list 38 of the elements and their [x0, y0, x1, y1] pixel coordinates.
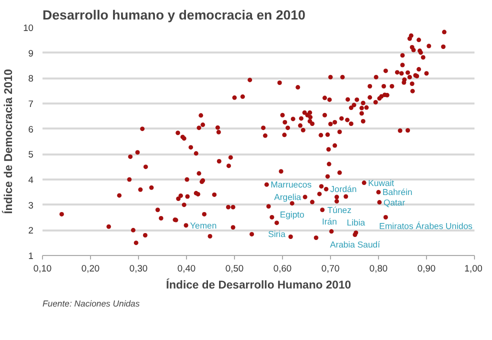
- annotation: Siria: [268, 228, 286, 239]
- x-tick-label: 0,60: [273, 264, 292, 274]
- x-tick-label: 0,40: [177, 264, 196, 274]
- y-tick-label: 8: [28, 74, 34, 84]
- chart-title: Desarrollo humano y democracia en 2010: [42, 8, 306, 22]
- annotation: Argelia: [274, 192, 302, 202]
- y-tick-label: 7: [28, 99, 34, 109]
- y-tick-label: 4: [28, 175, 34, 185]
- x-tick-label: 0,30: [129, 264, 148, 274]
- y-tick-label: 10: [23, 23, 34, 33]
- x-tick-label: 0,10: [33, 264, 52, 274]
- annotation: Arabia Saudí: [330, 240, 381, 250]
- x-tick-label: 0,80: [369, 264, 388, 274]
- annotation: Jordán: [330, 184, 357, 194]
- annotation: Irán: [322, 216, 338, 226]
- x-tick-label: 0,70: [321, 264, 340, 274]
- y-tick-label: 1: [28, 251, 34, 261]
- y-tick-label: 5: [28, 150, 34, 160]
- x-tick-label: 0,50: [225, 264, 244, 274]
- y-tick-label: 3: [28, 200, 34, 210]
- annotation: Egipto: [280, 209, 305, 220]
- x-tick-label: 0,20: [81, 264, 100, 274]
- y-tick-label: 2: [28, 226, 34, 236]
- annotation: Marruecos: [270, 180, 312, 190]
- annotation: Bahréin: [382, 187, 413, 198]
- annotation: Qatar: [383, 197, 406, 208]
- y-tick-label: 9: [28, 48, 34, 58]
- annotation: Libia: [346, 218, 366, 228]
- annotation: Yemen: [190, 220, 217, 230]
- y-axis-title: Índice de Democracia 2010: [1, 69, 16, 214]
- y-tick-label: 6: [28, 124, 34, 134]
- x-tick-label: 1,00: [464, 264, 482, 274]
- x-axis-title: Índice de Desarrollo Humano 2010: [166, 278, 352, 292]
- source-note: Fuente: Naciones Unidas: [42, 298, 140, 308]
- annotation: Emiratos Árabes Unidos: [379, 221, 474, 232]
- annotation: Kuwait: [368, 178, 395, 188]
- x-tick-label: 0,90: [417, 264, 436, 274]
- annotation: Túnez: [327, 204, 352, 215]
